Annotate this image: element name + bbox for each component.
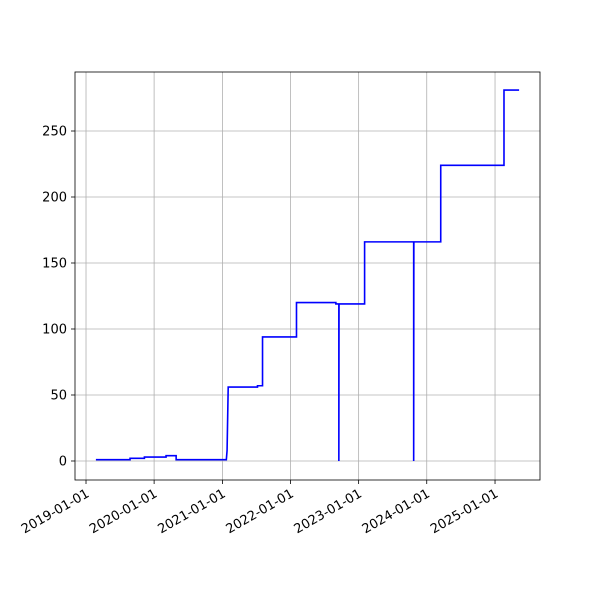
y-tick-label: 0 xyxy=(59,454,67,469)
y-tick-label: 50 xyxy=(50,388,67,403)
y-tick-label: 200 xyxy=(42,191,67,206)
y-tick-label: 100 xyxy=(42,322,67,337)
y-tick-label: 150 xyxy=(42,256,67,271)
y-tick-label: 250 xyxy=(42,125,67,140)
data-line xyxy=(95,89,520,461)
plot-frame xyxy=(74,71,541,481)
